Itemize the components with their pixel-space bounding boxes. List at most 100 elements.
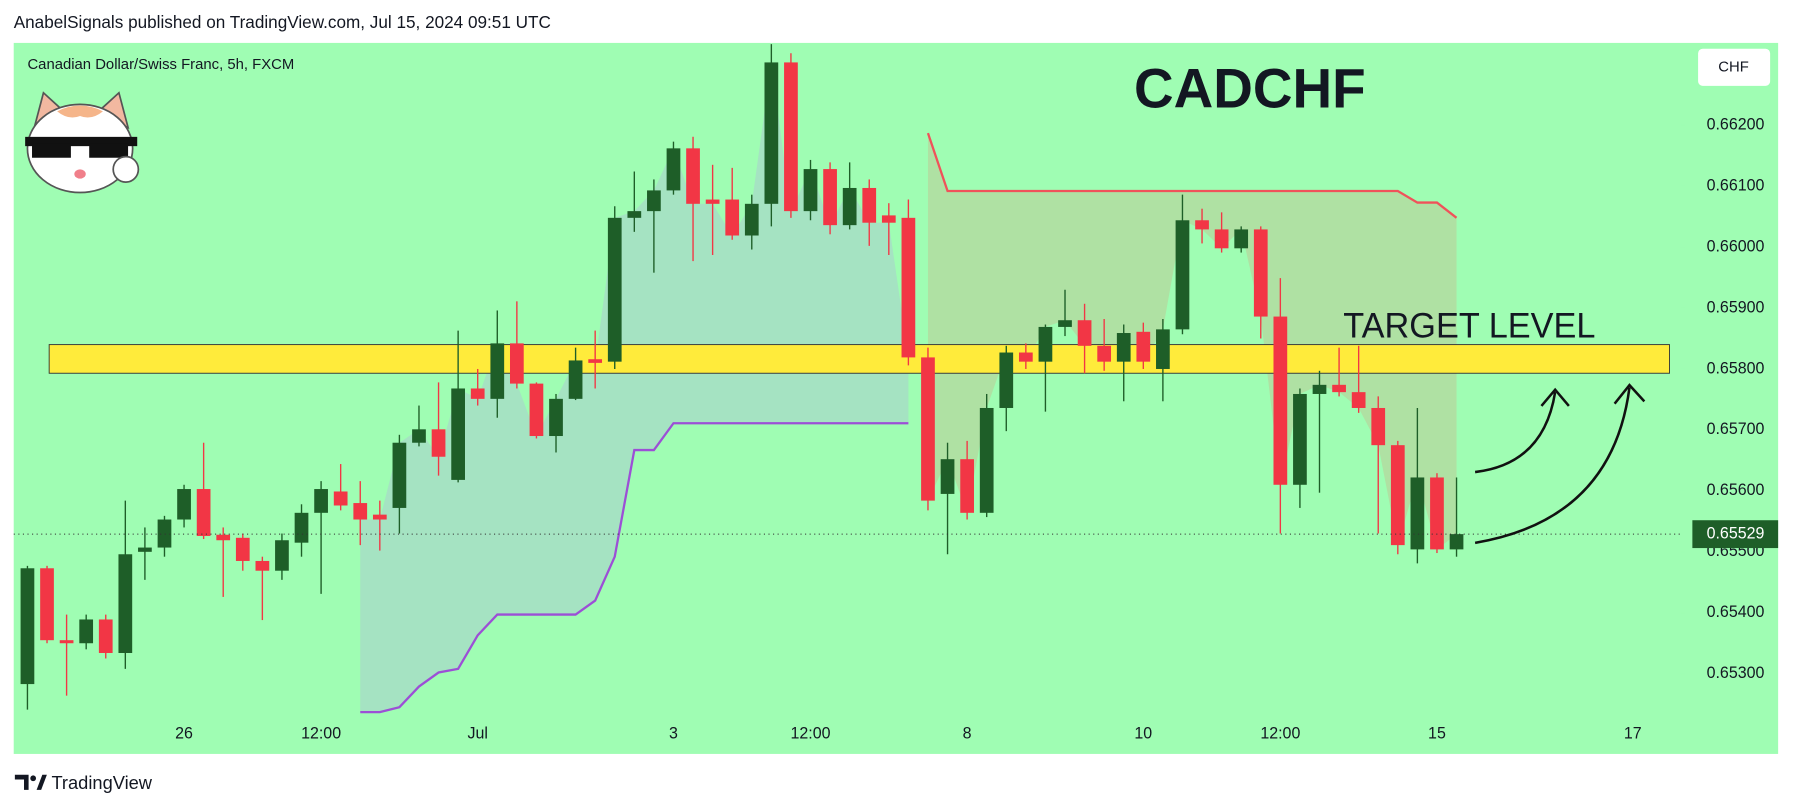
- candle-body: [979, 407, 994, 513]
- y-tick-label: 0.65800: [1707, 359, 1765, 377]
- candle-body: [1351, 392, 1366, 408]
- zones: TARGET LEVEL: [48, 307, 1670, 374]
- x-tick-label: 12:00: [301, 724, 341, 742]
- x-tick-label: 10: [1134, 724, 1152, 742]
- arrow-head: [1613, 383, 1646, 405]
- y-tick-label: 0.65700: [1707, 420, 1765, 438]
- candle-body: [901, 217, 916, 358]
- avatar-glasses: [32, 143, 71, 158]
- candle-body: [294, 512, 309, 543]
- last-price-badge: [1692, 520, 1779, 549]
- bands: [360, 132, 1458, 714]
- candle-body: [686, 148, 700, 204]
- x-tick-label: 3: [669, 724, 678, 742]
- y-tick-label: 0.65600: [1707, 481, 1765, 499]
- candle-body: [314, 489, 328, 513]
- avatar-glasses: [25, 136, 138, 147]
- candle-body: [568, 360, 583, 399]
- candle-body: [784, 62, 798, 212]
- candle-body: [79, 619, 94, 644]
- band-line: [360, 422, 909, 714]
- candle-body: [666, 148, 681, 191]
- candle-body: [392, 442, 407, 508]
- candle-body: [823, 169, 837, 226]
- x-tick-label: 8: [963, 724, 972, 742]
- x-tick-label: 12:00: [1260, 724, 1300, 742]
- arrow-head: [1540, 387, 1570, 407]
- y-tick-label: 0.66100: [1707, 176, 1765, 194]
- candle-body: [1116, 333, 1131, 362]
- candle-body: [1332, 384, 1346, 393]
- candle-body: [157, 519, 172, 548]
- avatar-paw: [112, 155, 140, 183]
- header-text: AnabelSignals published on TradingView.c…: [14, 12, 551, 32]
- candle-body: [470, 388, 485, 399]
- y-tick-label: 0.66200: [1707, 115, 1765, 133]
- logo-mark: [14, 774, 29, 790]
- candle-body: [1410, 477, 1425, 550]
- candle-body: [588, 359, 603, 363]
- candle-body: [705, 199, 720, 204]
- candle-body: [1018, 352, 1033, 362]
- candle-body: [627, 211, 642, 218]
- arrow: [1474, 391, 1557, 474]
- y-tick-label: 0.65300: [1707, 664, 1765, 682]
- avatar-face: [26, 103, 134, 194]
- y-tick-label: 0.65400: [1707, 603, 1765, 621]
- candle-body: [333, 491, 348, 506]
- candle-body: [744, 203, 759, 236]
- candle-body: [960, 459, 974, 513]
- candle-body: [138, 547, 152, 552]
- x-tick-label: 26: [175, 724, 193, 742]
- chart-title: CADCHF: [1134, 57, 1366, 119]
- candle-body: [255, 560, 270, 571]
- candle-body: [842, 187, 857, 226]
- band-line: [926, 132, 1458, 219]
- x-tick-label: 17: [1624, 724, 1642, 742]
- candle-body: [1371, 407, 1386, 446]
- candle-body: [1038, 326, 1053, 362]
- x-tick-label: 12:00: [790, 724, 830, 742]
- target-zone: [48, 344, 1670, 374]
- candle-body: [40, 568, 54, 641]
- band-fill: [927, 133, 1457, 550]
- candle-body: [607, 217, 622, 362]
- candle-body: [1058, 320, 1072, 327]
- candle-body: [940, 459, 955, 494]
- avatar: [25, 91, 140, 194]
- footer-logo: [14, 774, 47, 790]
- candle-body: [412, 429, 426, 443]
- candle-body: [549, 398, 563, 437]
- candle-body: [275, 540, 289, 571]
- chart-subtitle: Canadian Dollar/Swiss Franc, 5h, FXCM: [27, 56, 294, 73]
- candle-body: [216, 534, 231, 541]
- candle-body: [725, 199, 740, 236]
- axes: 0.653000.654000.655000.656000.657000.658…: [13, 115, 1779, 743]
- candle-body: [764, 62, 779, 204]
- candle-body: [1430, 477, 1444, 550]
- candle-body: [451, 388, 465, 480]
- logo-mark: [36, 774, 47, 790]
- candles: [20, 44, 1464, 710]
- candle-body: [98, 619, 113, 653]
- candle-body: [1156, 329, 1170, 369]
- candle-body: [921, 357, 935, 501]
- currency-label: CHF: [1718, 58, 1749, 75]
- footer-brand: TradingView: [51, 772, 152, 793]
- candle-body: [20, 568, 35, 685]
- candle-body: [490, 343, 505, 399]
- candle-body: [1175, 220, 1190, 330]
- avatar-patch: [57, 105, 103, 118]
- arrow: [1474, 387, 1631, 545]
- candle-body: [881, 215, 896, 223]
- candle-body: [1195, 220, 1209, 230]
- candle-body: [1449, 534, 1464, 550]
- avatar-mouth: [74, 169, 86, 179]
- x-tick-label: Jul: [467, 724, 487, 742]
- candle-body: [1390, 445, 1405, 546]
- candle-body: [999, 352, 1014, 408]
- candle-body: [177, 489, 191, 520]
- candle-body: [1136, 331, 1151, 362]
